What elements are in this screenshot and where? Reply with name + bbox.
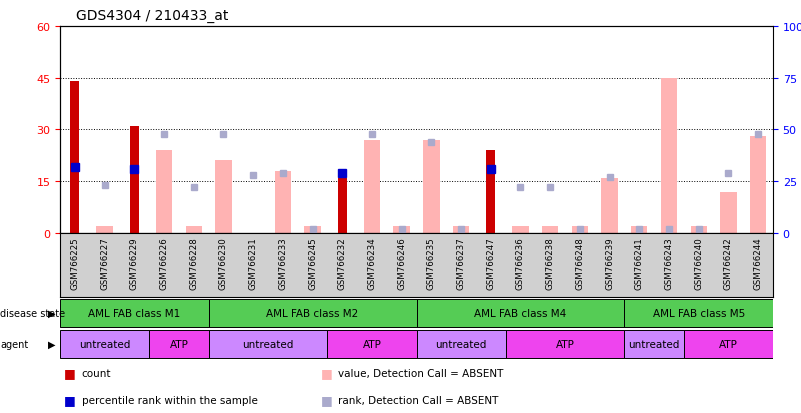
Text: ■: ■: [64, 393, 76, 406]
Text: rank, Detection Call = ABSENT: rank, Detection Call = ABSENT: [338, 394, 498, 405]
Bar: [338, 178, 347, 233]
Text: GSM766232: GSM766232: [338, 237, 347, 289]
Text: GSM766242: GSM766242: [724, 237, 733, 289]
Text: GSM766228: GSM766228: [189, 237, 198, 289]
Text: percentile rank within the sample: percentile rank within the sample: [82, 394, 258, 405]
Text: GSM766225: GSM766225: [70, 237, 79, 289]
Text: GSM766244: GSM766244: [754, 237, 763, 289]
Text: GSM766229: GSM766229: [130, 237, 139, 289]
Text: ▶: ▶: [48, 308, 55, 318]
Bar: [186, 226, 202, 233]
FancyBboxPatch shape: [625, 330, 684, 358]
Text: GSM766247: GSM766247: [486, 237, 495, 289]
Bar: [364, 140, 380, 233]
Text: ■: ■: [320, 393, 332, 406]
Text: GSM766243: GSM766243: [665, 237, 674, 289]
Text: GSM766238: GSM766238: [545, 237, 554, 289]
Text: GSM766240: GSM766240: [694, 237, 703, 289]
FancyBboxPatch shape: [60, 299, 208, 327]
Text: GSM766239: GSM766239: [605, 237, 614, 289]
Bar: [453, 226, 469, 233]
Bar: [423, 140, 440, 233]
Text: GSM766227: GSM766227: [100, 237, 109, 289]
Text: GSM766231: GSM766231: [248, 237, 258, 289]
Text: GSM766237: GSM766237: [457, 237, 465, 289]
Bar: [393, 226, 410, 233]
Bar: [661, 78, 677, 233]
Text: GSM766236: GSM766236: [516, 237, 525, 289]
Text: GSM766230: GSM766230: [219, 237, 228, 289]
Text: GSM766233: GSM766233: [279, 237, 288, 289]
Text: untreated: untreated: [243, 339, 294, 349]
Text: agent: agent: [0, 339, 28, 349]
Text: ▶: ▶: [48, 339, 55, 349]
Text: GDS4304 / 210433_at: GDS4304 / 210433_at: [76, 9, 228, 23]
Bar: [130, 127, 139, 233]
FancyBboxPatch shape: [208, 330, 328, 358]
FancyBboxPatch shape: [684, 330, 773, 358]
Bar: [275, 171, 291, 233]
Bar: [215, 161, 231, 233]
Text: disease state: disease state: [0, 308, 65, 318]
Text: GSM766235: GSM766235: [427, 237, 436, 289]
Bar: [720, 192, 737, 233]
FancyBboxPatch shape: [328, 330, 417, 358]
Text: GSM766248: GSM766248: [575, 237, 585, 289]
FancyBboxPatch shape: [417, 330, 505, 358]
Bar: [156, 151, 172, 233]
Bar: [572, 226, 588, 233]
Text: AML FAB class M5: AML FAB class M5: [653, 308, 745, 318]
FancyBboxPatch shape: [625, 299, 773, 327]
FancyBboxPatch shape: [208, 299, 417, 327]
Bar: [513, 226, 529, 233]
FancyBboxPatch shape: [417, 299, 625, 327]
FancyBboxPatch shape: [60, 330, 149, 358]
Text: ATP: ATP: [170, 339, 188, 349]
Text: count: count: [82, 368, 111, 378]
Text: GSM766226: GSM766226: [159, 237, 168, 289]
Text: untreated: untreated: [629, 339, 680, 349]
Bar: [690, 226, 706, 233]
Text: ATP: ATP: [556, 339, 574, 349]
Text: AML FAB class M1: AML FAB class M1: [88, 308, 180, 318]
Bar: [486, 151, 495, 233]
Text: value, Detection Call = ABSENT: value, Detection Call = ABSENT: [338, 368, 503, 378]
Text: AML FAB class M2: AML FAB class M2: [267, 308, 359, 318]
Bar: [304, 226, 320, 233]
Bar: [750, 137, 767, 233]
Text: ATP: ATP: [363, 339, 381, 349]
Bar: [631, 226, 647, 233]
Bar: [96, 226, 113, 233]
Text: ■: ■: [64, 366, 76, 379]
Text: ATP: ATP: [719, 339, 738, 349]
Bar: [542, 226, 558, 233]
Text: untreated: untreated: [79, 339, 131, 349]
Text: ■: ■: [320, 366, 332, 379]
Text: GSM766234: GSM766234: [368, 237, 376, 289]
Text: GSM766245: GSM766245: [308, 237, 317, 289]
FancyBboxPatch shape: [505, 330, 625, 358]
Text: untreated: untreated: [436, 339, 487, 349]
Text: AML FAB class M4: AML FAB class M4: [474, 308, 566, 318]
Text: GSM766246: GSM766246: [397, 237, 406, 289]
Bar: [70, 82, 79, 233]
Bar: [602, 178, 618, 233]
FancyBboxPatch shape: [149, 330, 208, 358]
Text: GSM766241: GSM766241: [635, 237, 644, 289]
